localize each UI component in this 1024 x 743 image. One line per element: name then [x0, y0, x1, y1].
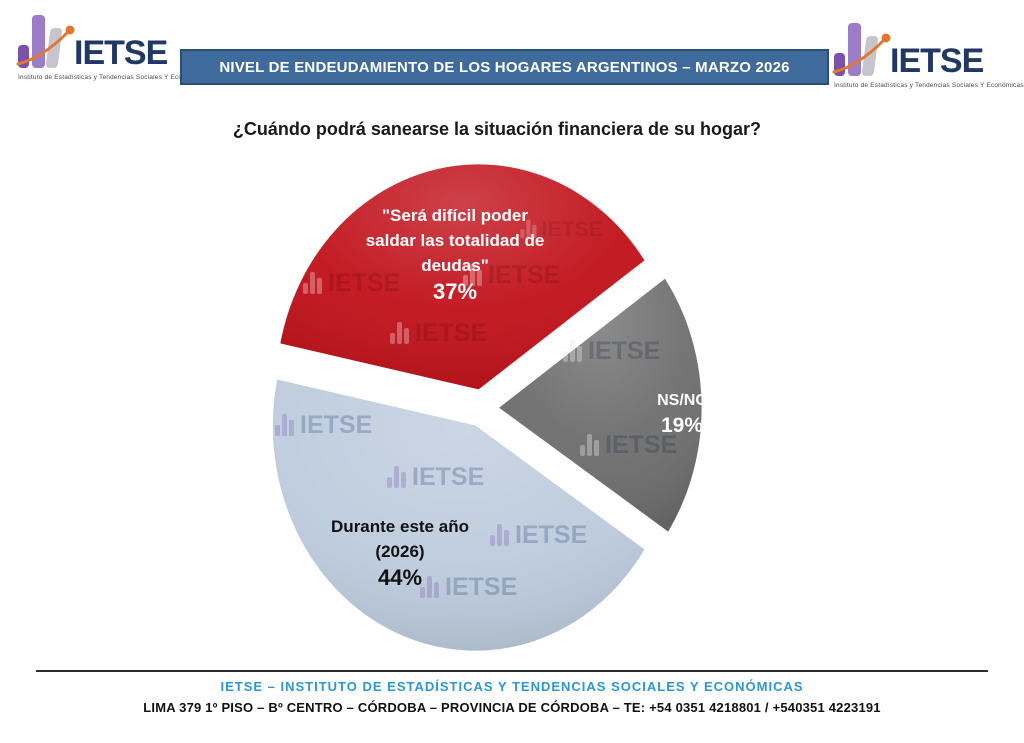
trend-swoosh-icon: [832, 33, 891, 74]
slice-percentage: 44%: [377, 565, 423, 590]
slice-label-durante: Durante este año (2026) 44%: [285, 514, 515, 592]
report-banner: NIVEL DE ENDEUDAMIENTO DE LOS HOGARES AR…: [180, 49, 829, 85]
slice-percentage: 19%: [660, 414, 704, 437]
slice-label-line: deudas": [421, 256, 489, 275]
slice-label-line: saldar las totalidad de: [365, 231, 545, 250]
slice-label-line: Durante este año: [331, 517, 469, 536]
chart-title: ¿Cuándo podrá sanearse la situación fina…: [232, 119, 762, 139]
pie-slice-sheen: [280, 164, 645, 390]
footer-address-line: LIMA 379 1º PISO – Bº CENTRO – CÓRDOBA –…: [143, 700, 881, 715]
logo-tagline: Instituto de Estadísticas y Tendencias S…: [18, 74, 208, 81]
slice-label-line: (2026): [375, 542, 425, 561]
logo-bars-icon: [832, 22, 891, 76]
logo-tagline: Instituto de Estadísticas y Tendencias S…: [834, 82, 1024, 89]
pie-chart: [272, 164, 702, 651]
ietse-logo-left: IETSE Instituto de Estadísticas y Tenden…: [16, 14, 208, 81]
logo-bars-icon: [16, 14, 75, 68]
slice-label-line: NS/NC: [657, 392, 707, 409]
trend-swoosh-icon: [16, 25, 75, 66]
logo-wordmark: IETSE: [890, 42, 984, 80]
slice-label-nsnc: NS/NC 19%: [607, 389, 757, 439]
slice-label-dificil: "Será difícil poder saldar las totalidad…: [300, 203, 610, 306]
ietse-logo-right: IETSE Instituto de Estadísticas y Tenden…: [832, 22, 1024, 89]
pie-slice-sheen: [272, 379, 645, 651]
footer-divider: [36, 670, 988, 672]
pie-slice-sheen: [499, 278, 702, 532]
logo-wordmark: IETSE: [74, 34, 168, 72]
slice-label-line: "Será difícil poder: [382, 206, 528, 225]
footer-institute-line: IETSE – INSTITUTO DE ESTADÍSTICAS Y TEND…: [220, 679, 804, 694]
banner-title: NIVEL DE ENDEUDAMIENTO DE LOS HOGARES AR…: [219, 58, 790, 76]
slice-percentage: 37%: [432, 279, 478, 304]
